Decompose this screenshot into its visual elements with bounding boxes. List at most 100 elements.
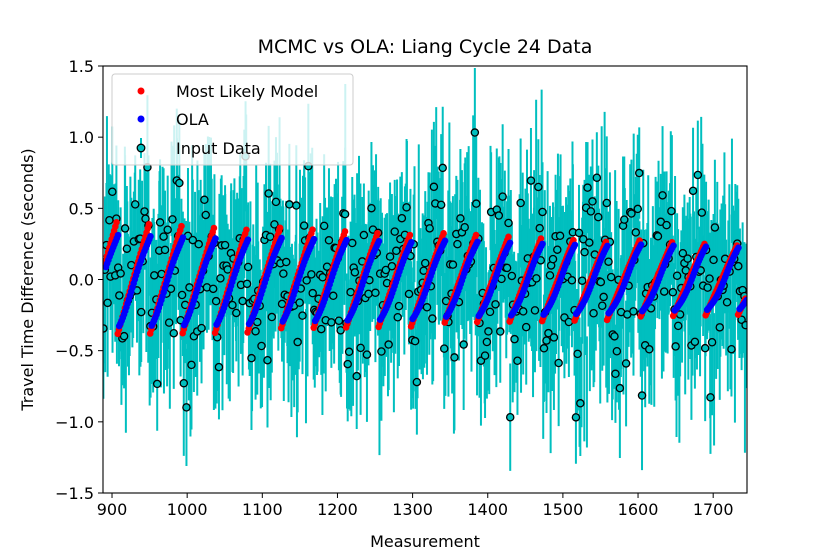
- ola-point: [539, 240, 546, 248]
- input-data-point: [553, 245, 562, 254]
- y-tick-label: −0.5: [55, 342, 94, 361]
- input-data-point: [197, 323, 206, 333]
- y-tick-label: 0.0: [69, 271, 94, 290]
- legend-marker-input: [136, 143, 146, 153]
- model-point: [243, 226, 250, 234]
- input-data-point: [707, 338, 717, 347]
- input-data-point: [367, 203, 376, 213]
- input-data-point: [453, 239, 462, 249]
- input-data-point: [270, 220, 279, 229]
- legend: Most Likely Model OLA Input Data: [111, 73, 354, 166]
- input-data-point: [141, 214, 150, 224]
- input-data-point: [596, 277, 606, 287]
- input-data-point: [194, 239, 203, 249]
- y-tick-label: 0.5: [69, 199, 94, 218]
- x-tick-label: 1000: [167, 500, 208, 519]
- legend-marker-model: [137, 87, 145, 95]
- input-data-point: [136, 307, 146, 317]
- input-data-point: [585, 238, 594, 247]
- model-point: [406, 231, 414, 239]
- input-data-point: [182, 403, 191, 412]
- input-data-point: [583, 183, 592, 192]
- input-data-point: [105, 216, 114, 225]
- input-data-point: [700, 343, 710, 353]
- input-data-point: [521, 322, 531, 332]
- input-data-point: [709, 255, 718, 265]
- input-data-point: [504, 218, 513, 228]
- input-data-point: [436, 200, 446, 210]
- input-data-point: [672, 271, 682, 281]
- input-data-point: [247, 353, 256, 363]
- input-data-point: [169, 328, 179, 338]
- model-point: [374, 229, 381, 237]
- input-data-point: [160, 245, 170, 255]
- model-point: [537, 235, 545, 242]
- input-data-point: [498, 192, 507, 201]
- input-data-point: [470, 128, 480, 137]
- input-data-point: [177, 290, 187, 300]
- input-data-point: [564, 317, 574, 327]
- input-data-point: [615, 383, 625, 393]
- ola-point: [743, 296, 747, 304]
- input-data-point: [653, 232, 663, 241]
- input-data-point: [448, 260, 458, 269]
- input-data-point: [267, 312, 277, 322]
- legend-label-input: Input Data: [176, 139, 261, 158]
- ola-point: [244, 236, 252, 243]
- ola-point: [702, 243, 710, 251]
- input-data-point: [371, 288, 380, 298]
- input-data-point: [319, 221, 329, 231]
- input-data-point: [228, 300, 237, 310]
- ola-point: [441, 237, 449, 245]
- ola-point: [343, 236, 350, 244]
- input-data-point: [513, 356, 522, 365]
- input-data-point: [356, 343, 365, 353]
- model-point: [113, 219, 120, 226]
- chart-title: MCMC vs OLA: Liang Cycle 24 Data: [258, 36, 593, 58]
- input-data-point: [334, 316, 344, 326]
- input-data-point: [518, 307, 528, 316]
- input-data-point: [485, 307, 495, 317]
- input-data-point: [693, 170, 703, 180]
- input-data-point: [482, 337, 492, 347]
- input-data-point: [293, 337, 302, 347]
- input-data-point: [384, 340, 393, 349]
- input-data-point: [324, 236, 334, 245]
- input-data-point: [588, 197, 597, 206]
- input-data-point: [299, 221, 309, 230]
- input-data-point: [232, 308, 241, 318]
- input-data-point: [392, 246, 401, 256]
- input-data-point: [706, 393, 715, 402]
- input-data-point: [631, 228, 641, 237]
- input-data-point: [122, 244, 132, 253]
- y-tick-label: 1.0: [69, 128, 94, 147]
- input-data-point: [438, 163, 447, 173]
- input-data-point: [159, 232, 168, 241]
- input-data-point: [163, 225, 172, 234]
- input-data-point: [385, 252, 395, 261]
- input-data-point: [688, 186, 698, 196]
- input-data-point: [211, 296, 221, 306]
- ola-point: [408, 238, 415, 246]
- input-data-point: [214, 362, 224, 372]
- input-data-point: [216, 274, 225, 283]
- input-data-point: [308, 288, 317, 298]
- input-data-point: [200, 195, 209, 205]
- y-axis-label: Travel Time Difference (seconds): [18, 148, 37, 411]
- input-data-point: [668, 287, 678, 297]
- input-data-point: [705, 274, 714, 283]
- input-data-point: [359, 230, 369, 240]
- input-data-point: [439, 344, 449, 353]
- input-data-point: [420, 258, 430, 268]
- input-data-point: [412, 377, 422, 387]
- ola-point: [375, 237, 383, 245]
- input-data-point: [539, 344, 549, 353]
- input-data-point: [116, 269, 125, 278]
- input-data-point: [348, 238, 357, 248]
- ola-point: [604, 242, 611, 250]
- input-data-point: [187, 360, 196, 370]
- input-data-point: [549, 333, 559, 342]
- input-data-point: [710, 223, 720, 232]
- input-data-point: [662, 220, 671, 230]
